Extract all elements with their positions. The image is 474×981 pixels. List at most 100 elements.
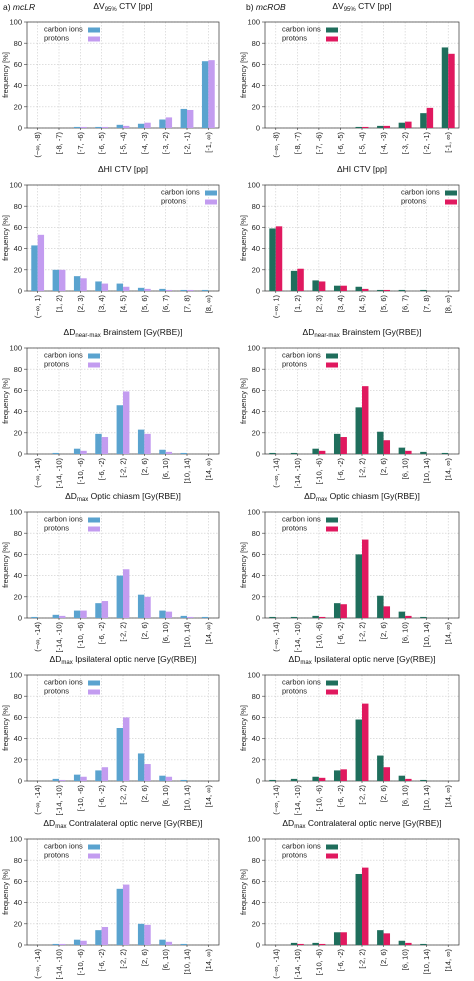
bar-carbon-ions [312, 280, 319, 291]
ytick-label: 60 [14, 223, 22, 232]
bar-carbon-ions [398, 940, 406, 945]
chart-title: ΔV95% CTV [pp] [332, 1, 391, 13]
bar-carbon-ions [137, 429, 145, 454]
bar-carbon-ions [116, 405, 123, 454]
xtick-label: [6, 10) [161, 622, 170, 644]
bar-protons [144, 764, 151, 781]
chart-title: ΔDmax Optic chiasm [Gy(RBE)] [65, 491, 181, 503]
xtick-label: [-10, -6) [76, 785, 85, 812]
xtick-label: [6, 7) [161, 295, 170, 313]
legend-swatch-protons [88, 362, 100, 368]
bar-carbon-ions [312, 776, 319, 781]
bar-carbon-ions [116, 728, 123, 781]
xtick-label: [6, 10) [401, 949, 410, 971]
xtick-label: [-14, -10) [55, 622, 64, 653]
bar-protons [340, 932, 347, 945]
bar-carbon-ions [159, 449, 166, 454]
bar-carbon-ions [52, 452, 59, 454]
bar-carbon-ions [355, 719, 362, 781]
bar-protons [426, 107, 434, 128]
ytick-label: 20 [14, 919, 22, 928]
bar-carbon-ions [420, 943, 427, 945]
ytick-label: 0 [18, 777, 22, 786]
xtick-label: (−∞, 1) [33, 294, 42, 318]
y-axis-label: frequency [%] [1, 869, 10, 915]
xtick-label: [2, 6) [379, 949, 388, 967]
legend-label: protons [44, 360, 69, 369]
bar-carbon-ions [95, 930, 102, 945]
xtick-label: [-2, 2) [358, 949, 367, 969]
xtick-label: [-10, -6) [76, 949, 85, 976]
bar-protons [275, 226, 283, 291]
ytick-label: 40 [252, 244, 260, 253]
bar-carbon-ions [355, 554, 362, 618]
ytick-label: 60 [252, 386, 260, 395]
chart-title: ΔHI CTV [pp] [98, 164, 148, 174]
legend-swatch-protons [326, 362, 338, 368]
xtick-label: [-1, ∞) [444, 131, 453, 152]
bar-protons [165, 117, 173, 128]
bar-carbon-ions [398, 611, 406, 618]
xtick-label: [-2, -1) [183, 132, 192, 155]
chart-panel-a-2: 0 20 40 60 80 100 (−∞, 1) [1, 2) [2, 3) [3, 4) [4,… [1, 181, 220, 318]
ytick-label: 80 [252, 529, 260, 538]
bar-protons [383, 289, 391, 291]
xtick-label: [2, 6) [140, 458, 149, 476]
bar-protons [340, 285, 347, 291]
ytick-label: 20 [252, 102, 260, 111]
legend-swatch-protons [88, 853, 100, 859]
bar-protons [101, 767, 109, 781]
bar-carbon-ions [398, 122, 406, 128]
xtick-label: [-6, -2) [336, 785, 345, 808]
chart-panel-a-4: 0 20 40 60 80 100 (−∞, -14) [-14, -10) [-10, -6)… [1, 508, 220, 653]
bar-protons [123, 286, 130, 291]
ytick-label: 60 [252, 60, 260, 69]
chart-title: ΔDnear-max Brainstem [Gy(RBE)] [64, 327, 183, 339]
y-axis-label: frequency [%] [239, 542, 248, 588]
xtick-label: [-14, -10) [55, 949, 64, 980]
bar-protons [101, 926, 109, 945]
bar-carbon-ions [269, 616, 276, 618]
bar-protons [362, 703, 369, 781]
bar-carbon-ions [159, 288, 166, 291]
legend-swatch-protons [88, 36, 100, 42]
xtick-label: [6, 10) [401, 458, 410, 480]
xtick-label: [-14, -10) [293, 458, 302, 489]
bar-protons [80, 278, 87, 291]
bar-carbon-ions [312, 942, 319, 945]
legend-swatch-protons [445, 199, 457, 205]
legend-swatch-protons [205, 199, 217, 205]
bar-protons [59, 943, 66, 945]
y-axis-label: frequency [%] [239, 215, 248, 261]
xtick-label: [-6, -2) [336, 622, 345, 645]
xtick-label: [2, 6) [379, 622, 388, 640]
chart-panel-b-5: 0 20 40 60 80 100 (−∞, -14) [-14, -10) [-10, -6)… [239, 671, 460, 815]
bar-protons [80, 126, 87, 128]
chart-panel-b-2: 0 20 40 60 80 100 (−∞, 1) [1, 2) [2, 3) [3, 4) [4,… [239, 181, 460, 318]
bar-carbon-ions [73, 276, 81, 291]
legend-label: carbon ions [282, 515, 321, 524]
bar-carbon-ions [31, 616, 38, 618]
xtick-label: [-6, -2) [97, 458, 106, 481]
bar-protons [123, 569, 130, 618]
bar-carbon-ions [180, 289, 187, 291]
bar-protons [383, 933, 391, 945]
xtick-label: [7, 8) [183, 295, 192, 313]
bar-carbon-ions [137, 753, 145, 781]
y-axis-label: frequency [%] [1, 705, 10, 751]
chart-panel-a-3: 0 20 40 60 80 100 (−∞, -14) [-14, -10) [-10, -6)… [1, 344, 220, 488]
bar-carbon-ions [290, 270, 298, 291]
ytick-label: 100 [9, 671, 22, 680]
xtick-label: [-10, -6) [76, 458, 85, 485]
ytick-label: 80 [14, 39, 22, 48]
ytick-label: 80 [14, 856, 22, 865]
bar-carbon-ions [290, 942, 298, 945]
panel-label-b: b) mcROB [246, 2, 286, 12]
ytick-label: 100 [247, 181, 260, 190]
legend-swatch-carbon-ions [88, 27, 100, 33]
bar-carbon-ions [333, 433, 341, 454]
ytick-label: 0 [18, 450, 22, 459]
xtick-label: [-14, -10) [293, 949, 302, 980]
bar-carbon-ions [73, 126, 81, 128]
xtick-label: [6, 10) [161, 458, 170, 480]
